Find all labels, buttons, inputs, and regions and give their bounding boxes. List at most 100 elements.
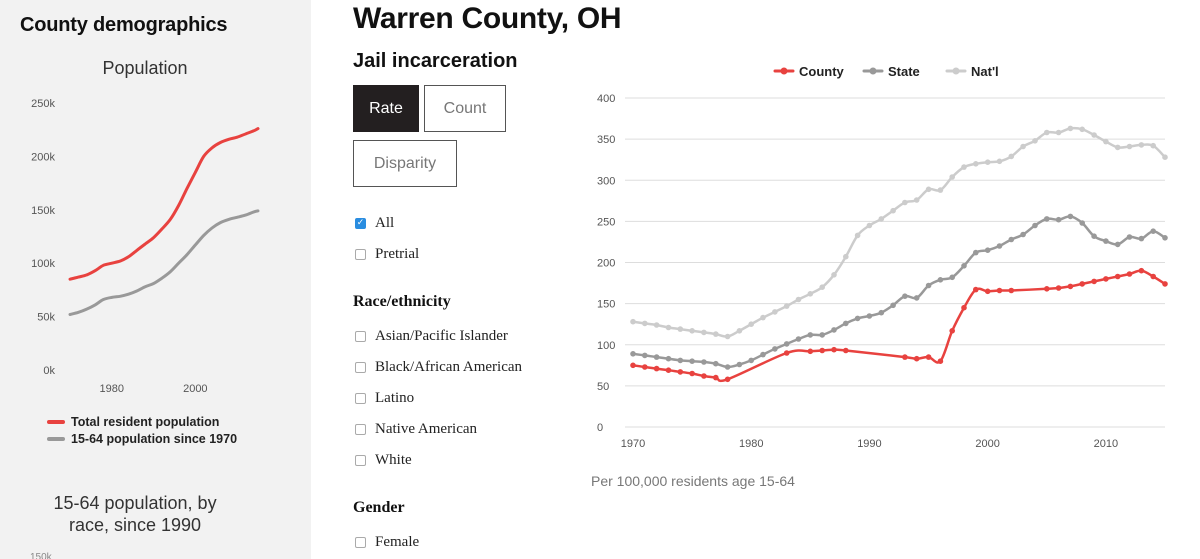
y-tick-label: 0k (43, 365, 55, 377)
data-point-county (689, 370, 695, 377)
checkbox-race-black[interactable]: Black/African American (355, 359, 522, 376)
data-point-state (760, 351, 766, 358)
checkbox-icon[interactable] (355, 331, 366, 342)
data-point-state (913, 295, 920, 301)
data-point-state (795, 336, 802, 342)
data-point-nat-l (795, 296, 802, 303)
data-point-county (665, 367, 672, 374)
x-tick-label: 1980 (739, 438, 763, 450)
data-point-nat-l (819, 284, 825, 290)
data-point-nat-l (677, 326, 684, 332)
checkbox-gender-female[interactable]: Female (355, 534, 419, 551)
data-point-nat-l (937, 187, 944, 193)
x-tick-label: 1980 (100, 383, 124, 395)
data-point-state (878, 309, 885, 316)
checkbox-race-native[interactable]: Native American (355, 421, 477, 438)
checkbox-all[interactable]: ✓ All (355, 215, 394, 232)
data-point-nat-l (854, 232, 861, 239)
checkbox-checked-icon[interactable]: ✓ (355, 218, 366, 229)
data-point-state (772, 346, 778, 352)
data-point-nat-l (1032, 138, 1038, 144)
checkbox-icon[interactable] (355, 424, 366, 435)
checkbox-race-latino-label: Latino (375, 390, 415, 406)
data-point-nat-l (843, 253, 849, 260)
data-point-state (973, 249, 979, 256)
data-point-state (854, 315, 861, 322)
data-point-state (949, 274, 955, 281)
data-point-nat-l (925, 186, 932, 193)
data-point-county (819, 347, 825, 354)
data-point-state (701, 359, 707, 365)
data-point-county (677, 369, 684, 375)
section-title: Jail incarceration (353, 50, 518, 72)
disparity-button[interactable]: Disparity (353, 140, 457, 187)
legend-item-state: State (862, 64, 920, 79)
x-tick-label: 2000 (183, 383, 207, 395)
checkbox-race-white[interactable]: White (355, 452, 412, 469)
data-point-state (713, 360, 719, 367)
legend-total-population: Total resident population (47, 415, 219, 429)
data-point-county (1114, 273, 1121, 280)
data-point-nat-l (713, 331, 719, 337)
data-point-county (949, 328, 955, 334)
data-point-state (630, 351, 636, 357)
data-point-nat-l (701, 329, 707, 336)
data-point-state (642, 352, 648, 359)
demographics-sidebar: County demographics Population 0k 50k 100k… (0, 0, 311, 559)
data-point-state (677, 357, 684, 364)
race-ethnicity-label: Race/ethnicity (353, 293, 451, 310)
data-point-county (783, 350, 790, 356)
y-tick-label: 50k (37, 312, 55, 324)
data-point-state (831, 327, 837, 333)
data-point-county (913, 355, 920, 362)
checkbox-icon[interactable] (355, 393, 366, 404)
data-point-county (831, 346, 837, 353)
data-point-county (807, 348, 814, 355)
data-point-county (653, 365, 660, 372)
data-point-state (866, 313, 873, 319)
data-point-nat-l (949, 174, 955, 180)
data-point-nat-l (973, 161, 979, 167)
data-point-nat-l (902, 199, 908, 206)
checkbox-icon[interactable] (355, 537, 366, 548)
data-point-state (1055, 216, 1062, 223)
population-chart-title: Population (102, 58, 188, 78)
data-point-nat-l (772, 309, 778, 315)
checkbox-race-native-label: Native American (375, 421, 478, 437)
checkbox-pretrial[interactable]: Pretrial (355, 246, 419, 263)
checkbox-icon[interactable] (355, 362, 366, 373)
data-point-state (724, 364, 731, 370)
data-point-state (984, 247, 991, 253)
checkbox-icon[interactable] (355, 249, 366, 260)
data-point-nat-l (1103, 138, 1109, 145)
series-line-total-resident-population (68, 127, 260, 281)
checkbox-icon[interactable] (355, 455, 366, 466)
data-point-county (902, 354, 908, 360)
count-button[interactable]: Count (424, 85, 506, 132)
data-point-nat-l (642, 320, 648, 327)
checkbox-race-latino[interactable]: Latino (355, 390, 414, 407)
race-chart-top-tick: 150k (30, 552, 52, 559)
x-tick-label: 1970 (621, 438, 645, 450)
working-age-population-swatch (47, 437, 65, 441)
data-point-nat-l (653, 322, 660, 328)
y-tick-label: 150k (31, 205, 55, 217)
series-line-15-64-population-since-1970 (68, 209, 260, 316)
data-point-state (890, 302, 896, 309)
y-tick-label: 200 (597, 258, 615, 270)
data-point-nat-l (831, 272, 837, 278)
data-point-nat-l (890, 207, 896, 214)
data-point-nat-l (807, 291, 814, 297)
data-point-county (1079, 281, 1085, 287)
legend-marker (780, 67, 788, 75)
data-point-nat-l (630, 318, 636, 325)
y-tick-label: 0 (597, 422, 603, 434)
rate-button[interactable]: Rate (353, 85, 419, 132)
data-point-county (1008, 287, 1015, 294)
checkbox-race-asian[interactable]: Asian/Pacific Islander (355, 328, 508, 345)
race-population-title: 15-64 population, by race, since 1990 (0, 492, 270, 536)
gender-label: Gender (353, 499, 405, 516)
data-point-state (1008, 236, 1015, 243)
data-point-state (748, 357, 754, 364)
data-point-county (724, 376, 731, 383)
